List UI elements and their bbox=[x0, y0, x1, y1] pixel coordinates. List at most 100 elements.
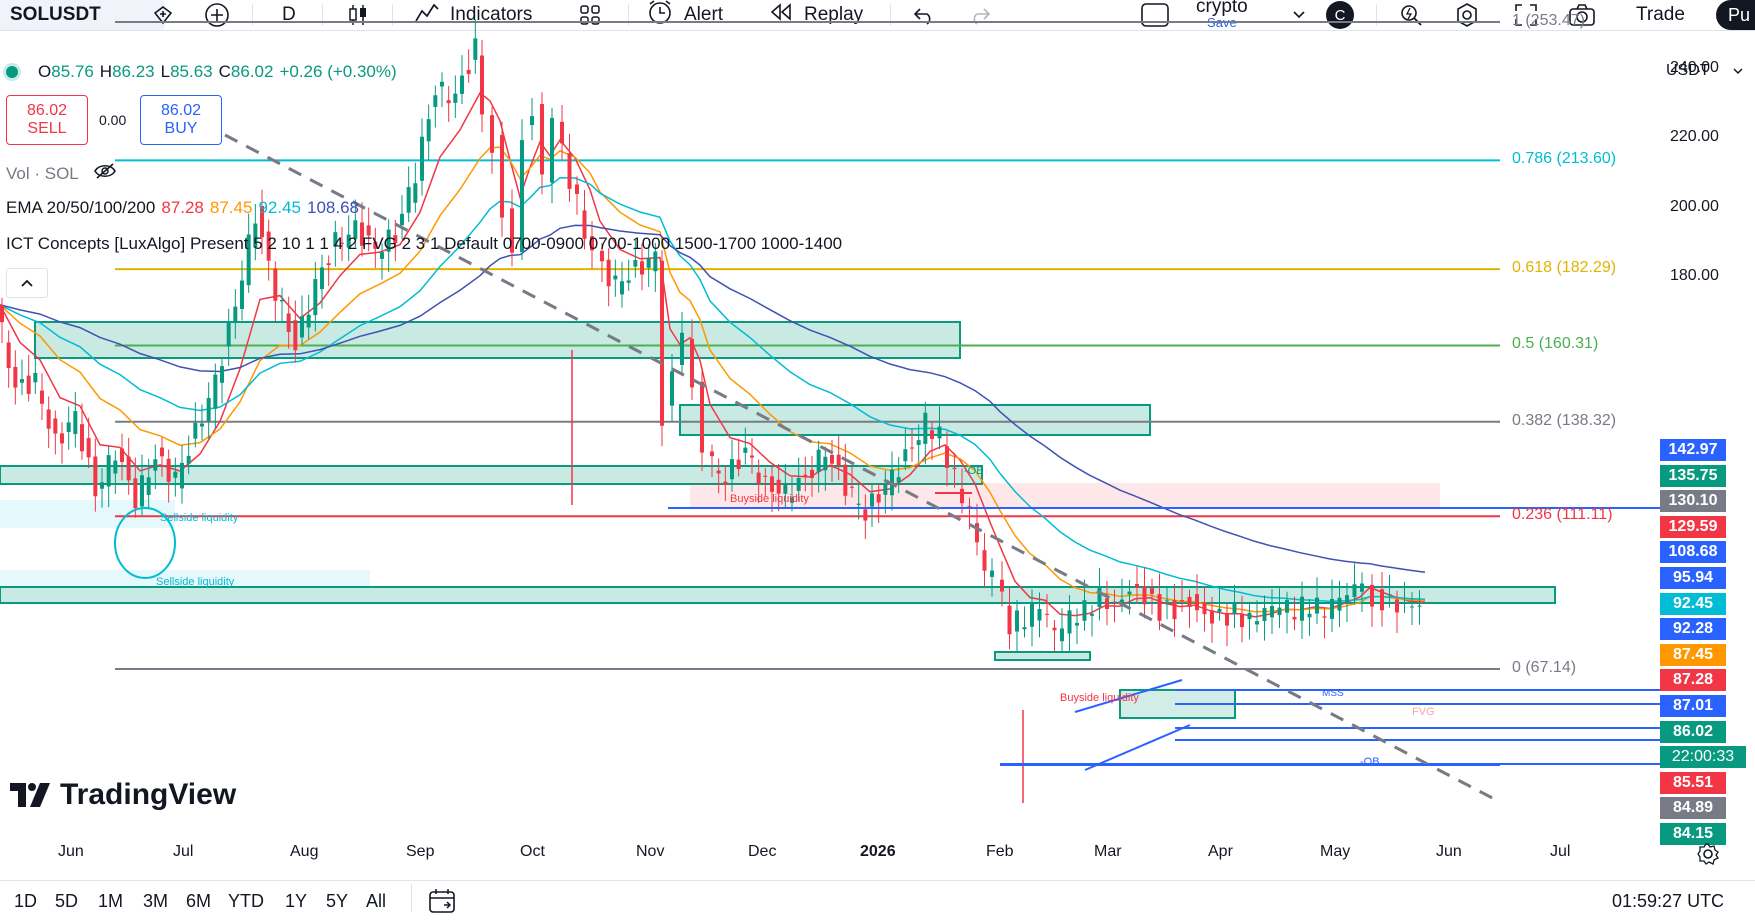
candle-body bbox=[743, 447, 748, 453]
price-axis-label: 220.00 bbox=[1670, 128, 1719, 146]
candle-body bbox=[373, 241, 378, 249]
sell-button[interactable]: 86.02 SELL bbox=[6, 95, 88, 145]
range-button-5d[interactable]: 5D bbox=[55, 891, 79, 911]
settings-gear-icon[interactable] bbox=[1454, 0, 1480, 30]
candle-body bbox=[600, 250, 604, 262]
ema-line bbox=[0, 224, 1426, 574]
time-axis-label: Jun bbox=[58, 843, 84, 860]
eye-off-icon[interactable] bbox=[93, 162, 117, 185]
indicators-button[interactable]: Indicators bbox=[414, 0, 532, 30]
price-tag: 22:00:33 bbox=[1660, 746, 1746, 769]
replay-button[interactable]: Replay bbox=[768, 0, 863, 30]
alert-button[interactable]: Alert bbox=[646, 0, 723, 30]
candle-body bbox=[653, 251, 658, 272]
range-button-1y[interactable]: 1Y bbox=[285, 891, 308, 911]
range-button-all[interactable]: All bbox=[366, 891, 387, 911]
date-range-calendar-icon[interactable] bbox=[428, 888, 456, 919]
avatar-letter: C bbox=[1326, 1, 1354, 29]
price-tag: 95.94 bbox=[1660, 567, 1726, 589]
candle-body bbox=[626, 280, 631, 283]
candle-body bbox=[66, 422, 71, 433]
watchlist-add-icon[interactable] bbox=[152, 0, 174, 30]
candle-body bbox=[836, 454, 841, 466]
candle-body bbox=[582, 210, 587, 239]
axis-settings-icon[interactable] bbox=[1696, 842, 1720, 871]
candle-body bbox=[660, 260, 664, 426]
time-axis-label: Sep bbox=[406, 843, 435, 860]
range-button-6m[interactable]: 6M bbox=[186, 891, 212, 911]
chevron-down-icon[interactable] bbox=[1292, 0, 1306, 30]
fibonacci-levels bbox=[115, 20, 1500, 670]
ict-zone bbox=[679, 404, 1151, 436]
alarm-clock-icon bbox=[646, 0, 674, 31]
market-status-dot bbox=[6, 66, 18, 78]
candle-body bbox=[333, 232, 338, 247]
candle-body bbox=[1022, 627, 1027, 630]
candle-body bbox=[180, 462, 184, 489]
candle-body bbox=[640, 261, 644, 275]
templates-icon[interactable] bbox=[578, 0, 602, 30]
price-tag: 86.02 bbox=[1660, 720, 1726, 743]
undo-icon[interactable] bbox=[912, 0, 936, 30]
candle-body bbox=[816, 449, 821, 472]
camera-icon[interactable] bbox=[1568, 0, 1596, 30]
layout-icon[interactable] bbox=[1140, 0, 1170, 30]
candle-body bbox=[883, 484, 888, 495]
layout-name: crypto bbox=[1196, 0, 1248, 17]
candle-body bbox=[1165, 600, 1169, 602]
candle-body bbox=[670, 371, 674, 406]
range-button-1d[interactable]: 1D bbox=[14, 891, 38, 911]
tradingview-logo[interactable]: TradingView bbox=[10, 778, 236, 812]
price-chart[interactable] bbox=[0, 0, 1755, 840]
fullscreen-icon[interactable] bbox=[1514, 0, 1538, 30]
replay-label: Replay bbox=[804, 4, 864, 25]
price-tag: 92.45 bbox=[1660, 592, 1726, 615]
utc-clock[interactable]: 01:59:27 UTC bbox=[1612, 891, 1725, 911]
symbol-name[interactable]: SOLUSDT bbox=[10, 4, 101, 25]
tradingview-logo-icon bbox=[10, 783, 50, 807]
candle-body bbox=[723, 481, 728, 485]
trade-button[interactable]: Trade bbox=[1636, 4, 1685, 25]
candle-body bbox=[1395, 599, 1399, 613]
range-button-5y[interactable]: 5Y bbox=[326, 891, 349, 911]
candle-body bbox=[440, 81, 444, 87]
candle-body bbox=[386, 229, 391, 252]
ema-legend[interactable]: EMA 20/50/100/200 87.28 87.45 92.45 108.… bbox=[6, 198, 359, 218]
candle-body bbox=[500, 134, 504, 218]
redo-icon[interactable] bbox=[968, 0, 992, 30]
candle-body bbox=[1030, 602, 1034, 627]
candle-body bbox=[1180, 600, 1184, 602]
candle-body bbox=[140, 475, 144, 507]
candle-body bbox=[1052, 627, 1057, 631]
bottom-divider bbox=[411, 884, 412, 912]
publish-button[interactable]: Pu bbox=[1716, 0, 1755, 30]
candle-body bbox=[1262, 608, 1267, 621]
avatar[interactable]: C bbox=[1326, 0, 1354, 30]
collapse-legend-button[interactable] bbox=[6, 268, 48, 298]
range-button-3m[interactable]: 3M bbox=[143, 891, 169, 911]
fib-level-label: 0.5 (160.31) bbox=[1512, 335, 1599, 353]
mss-label: MSS bbox=[1322, 688, 1344, 699]
range-button-ytd[interactable]: YTD bbox=[228, 891, 264, 911]
time-axis-label: Feb bbox=[986, 843, 1014, 860]
indicators-label: Indicators bbox=[450, 4, 533, 25]
symbol-search[interactable] bbox=[0, 0, 165, 30]
buy-button[interactable]: 86.02 BUY bbox=[140, 95, 222, 145]
channel-line bbox=[1084, 724, 1191, 771]
currency-selector[interactable]: USDT bbox=[1660, 56, 1750, 86]
candle-body bbox=[1097, 587, 1102, 608]
candles bbox=[0, 19, 1422, 803]
candle-body bbox=[1352, 584, 1357, 598]
interval-button[interactable]: D bbox=[282, 4, 296, 25]
candle-body bbox=[560, 121, 564, 144]
range-button-1m[interactable]: 1M bbox=[98, 891, 124, 911]
candle-body bbox=[1387, 594, 1392, 596]
compare-add-icon[interactable] bbox=[204, 0, 230, 30]
ohlc-legend: O 85.76 H 86.23 L 85.63 C 86.02 +0.26 (+0.30… bbox=[6, 62, 397, 82]
candle-body bbox=[460, 75, 464, 94]
candle-body bbox=[53, 418, 58, 434]
ict-zones bbox=[0, 321, 1556, 719]
ohlc-change: +0.26 (+0.30%) bbox=[279, 62, 397, 81]
volume-legend[interactable]: Vol · SOL bbox=[6, 162, 117, 185]
ict-legend[interactable]: ICT Concepts [LuxAlgo] Present 5 2 10 1 … bbox=[6, 234, 842, 254]
